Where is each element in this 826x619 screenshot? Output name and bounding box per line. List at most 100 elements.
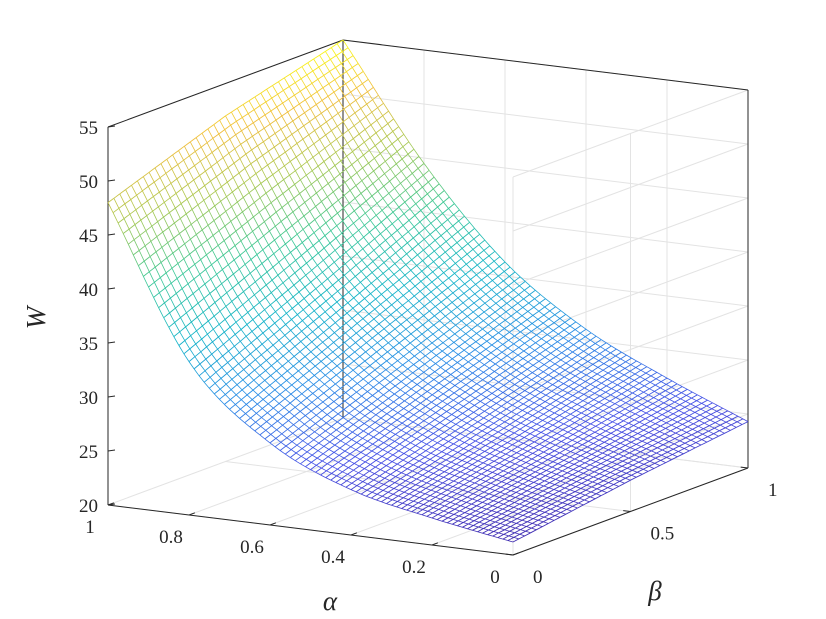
surface-segment xyxy=(379,369,387,375)
surface-segment xyxy=(293,103,300,109)
surface-segment xyxy=(575,368,582,373)
surface-segment xyxy=(464,215,470,223)
surface-segment xyxy=(196,214,204,221)
surface-segment xyxy=(262,249,269,259)
surface-segment xyxy=(699,414,706,418)
surface-segment xyxy=(456,493,463,496)
surface-segment xyxy=(350,489,357,493)
surface-segment xyxy=(666,457,672,461)
surface-segment xyxy=(189,249,196,255)
surface-segment xyxy=(457,354,464,359)
surface-segment xyxy=(450,461,457,465)
surface-segment xyxy=(594,431,601,435)
surface-segment xyxy=(367,328,374,334)
surface-segment xyxy=(431,338,439,344)
surface-segment xyxy=(305,188,311,198)
surface-segment xyxy=(326,422,332,427)
surface-segment xyxy=(315,356,322,362)
surface-segment xyxy=(330,379,336,385)
surface-segment xyxy=(328,392,335,398)
surface-segment xyxy=(715,422,721,426)
surface-segment xyxy=(492,535,498,538)
surface-segment xyxy=(438,382,445,387)
surface-segment xyxy=(565,482,571,486)
surface-segment xyxy=(270,197,278,204)
surface-segment xyxy=(331,473,337,477)
surface-segment xyxy=(343,409,350,414)
surface-segment xyxy=(432,382,440,388)
surface-segment xyxy=(474,515,481,518)
surface-segment xyxy=(432,394,438,399)
surface-segment xyxy=(182,174,189,185)
surface-segment xyxy=(407,418,414,423)
surface-segment xyxy=(344,182,351,191)
surface-segment xyxy=(235,316,243,323)
surface-segment xyxy=(318,438,325,444)
surface-segment xyxy=(302,134,310,140)
surface-segment xyxy=(243,291,249,300)
surface-segment xyxy=(365,200,372,209)
surface-segment xyxy=(276,193,284,199)
surface-segment xyxy=(371,342,378,348)
surface-segment xyxy=(154,277,161,283)
surface-segment xyxy=(402,225,409,233)
surface-segment xyxy=(383,185,390,194)
surface-segment xyxy=(300,341,307,348)
surface-segment xyxy=(415,342,422,348)
surface-segment xyxy=(337,421,343,426)
surface-segment xyxy=(385,420,392,425)
surface-segment xyxy=(309,370,315,376)
surface-segment xyxy=(194,259,201,265)
surface-segment xyxy=(352,146,359,152)
surface-segment xyxy=(345,251,352,260)
surface-segment xyxy=(451,311,457,317)
surface-segment xyxy=(277,94,283,104)
surface-segment xyxy=(497,336,504,342)
surface-segment xyxy=(397,133,405,140)
surface-segment xyxy=(470,333,477,339)
surface-segment xyxy=(315,112,322,118)
surface-segment xyxy=(346,67,353,72)
surface-segment xyxy=(343,108,350,118)
surface-segment xyxy=(414,407,420,411)
surface-segment xyxy=(502,508,508,512)
surface-segment xyxy=(260,425,267,431)
surface-segment xyxy=(462,361,469,367)
surface-segment xyxy=(515,497,521,500)
surface-segment xyxy=(362,79,369,84)
surface-segment xyxy=(676,389,682,394)
surface-segment xyxy=(538,515,545,518)
surface-segment xyxy=(249,281,256,288)
surface-segment xyxy=(435,224,443,230)
surface-segment xyxy=(587,409,593,413)
surface-segment xyxy=(302,320,308,327)
surface-segment xyxy=(569,379,575,383)
surface-segment xyxy=(473,488,480,491)
surface-segment xyxy=(567,472,573,476)
surface-segment xyxy=(404,333,412,339)
surface-segment xyxy=(143,271,150,277)
surface-segment xyxy=(205,353,212,360)
surface-segment xyxy=(284,453,291,458)
surface-segment xyxy=(382,273,389,280)
surface-segment xyxy=(228,350,234,358)
surface-segment xyxy=(300,262,307,269)
surface-segment xyxy=(243,192,250,198)
surface-segment xyxy=(618,371,625,376)
surface-segment xyxy=(400,170,407,179)
surface-segment xyxy=(167,237,174,244)
surface-segment xyxy=(502,285,509,291)
surface-segment xyxy=(589,390,595,394)
surface-segment xyxy=(478,311,485,317)
surface-segment xyxy=(245,342,252,349)
surface-segment xyxy=(301,443,309,449)
surface-segment xyxy=(122,228,130,234)
surface-segment xyxy=(585,489,592,493)
surface-segment xyxy=(199,358,207,365)
surface-segment xyxy=(454,430,461,434)
surface-segment xyxy=(530,338,536,344)
surface-segment xyxy=(260,183,267,194)
surface-segment xyxy=(661,420,667,424)
surface-segment xyxy=(341,374,348,380)
surface-segment xyxy=(589,464,596,468)
